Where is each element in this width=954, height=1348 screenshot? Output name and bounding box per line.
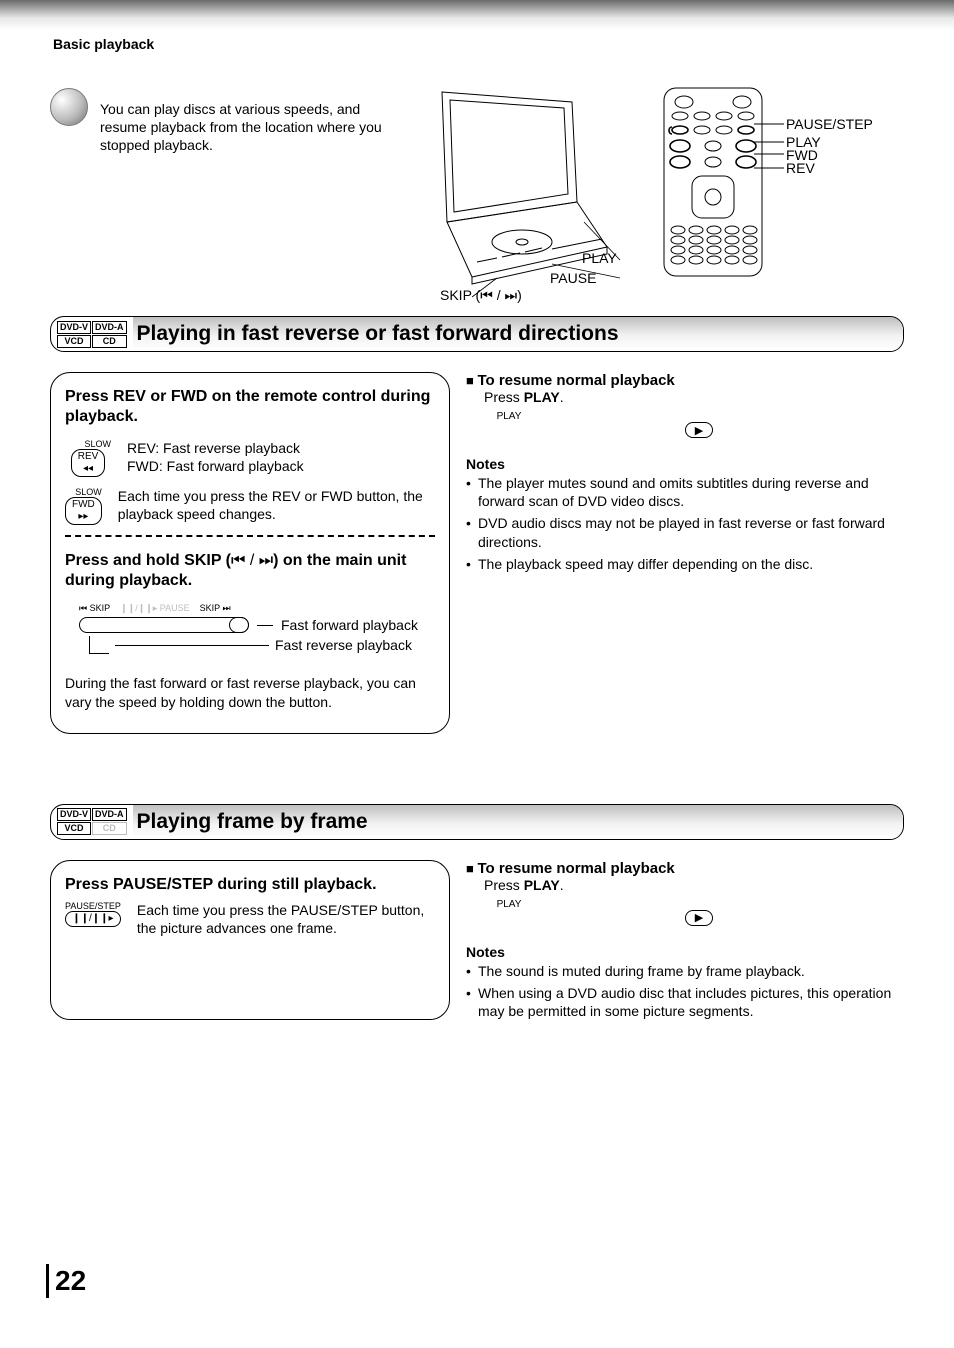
notes-heading: Notes (466, 456, 904, 472)
notes-list: The sound is muted during frame by frame… (466, 962, 904, 1021)
s2-head: Press PAUSE/STEP during still playback. (65, 875, 435, 895)
rev-button-icon: SLOW REV ◂◂ (65, 439, 111, 477)
section2-title: Playing frame by frame (133, 805, 903, 839)
note-item: The sound is muted during frame by frame… (466, 962, 904, 980)
s1-head2: Press and hold SKIP (⏮ / ⏭) on the main … (65, 551, 435, 591)
device-play-label: PLAY (582, 250, 617, 266)
intro-row: You can play discs at various speeds, an… (50, 82, 904, 302)
unit-button-bar (79, 617, 249, 633)
ff-line-label: Fast forward playback (281, 616, 418, 634)
note-item: The playback speed may differ depending … (466, 555, 904, 573)
skip-right-label: SKIP ⏭ (200, 603, 231, 614)
pause-label-dim: ❙❙/❙❙▸ PAUSE (120, 603, 190, 614)
remote-pausestep-label: PAUSE/STEP (786, 116, 873, 132)
unit-button-labels: ⏮ SKIP ❙❙/❙❙▸ PAUSE SKIP ⏭ (79, 603, 435, 614)
play-button-icon: PLAY ▶ (466, 899, 904, 926)
resume-block: ■ To resume normal playback Press PLAY. … (466, 860, 904, 926)
page-header: Basic playback (0, 30, 954, 52)
square-bullet-icon: ■ (466, 861, 477, 876)
dashed-separator (65, 535, 435, 537)
notes-list: The player mutes sound and omits subtitl… (466, 474, 904, 573)
section2-left: Press PAUSE/STEP during still playback. … (50, 860, 450, 1020)
play-button-icon: PLAY ▶ (466, 411, 904, 438)
badge-dvdv: DVD-V (57, 321, 91, 334)
device-skip-label: SKIP (⏮ / ⏭) (440, 287, 522, 304)
fwd-row: SLOW FWD ▸▸ Each time you press the REV … (65, 487, 435, 525)
badge-cd-dim: CD (92, 822, 127, 835)
unit-diagram: ⏮ SKIP ❙❙/❙❙▸ PAUSE SKIP ⏭ Fast forward … (79, 603, 435, 654)
notes-heading: Notes (466, 944, 904, 960)
s1-para1: Each time you press the REV or FWD butto… (118, 487, 435, 523)
format-badges: DVD-V DVD-A VCD CD (51, 806, 133, 837)
rev-fwd-desc: REV: Fast reverse playback FWD: Fast for… (127, 439, 304, 475)
resume-block: ■ To resume normal playback Press PLAY. … (466, 372, 904, 438)
page-number: 22 (46, 1264, 86, 1298)
section1-right: ■ To resume normal playback Press PLAY. … (466, 372, 904, 577)
top-gradient (0, 0, 954, 30)
remote-rev-label: REV (786, 160, 815, 176)
square-bullet-icon: ■ (466, 373, 477, 388)
s1-para2: During the fast forward or fast reverse … (65, 674, 435, 710)
remote-illustration: PAUSE/STEP PLAY FWD REV (654, 82, 894, 282)
intro-text: You can play discs at various speeds, an… (100, 82, 390, 155)
section2-title-bar: DVD-V DVD-A VCD CD Playing frame by fram… (50, 804, 904, 840)
resume-head: To resume normal playback (477, 860, 674, 877)
format-badges: DVD-V DVD-A VCD CD (51, 319, 133, 350)
resume-head: To resume normal playback (477, 372, 674, 389)
s2-para: Each time you press the PAUSE/STEP butto… (137, 901, 435, 937)
skip-left-label: ⏮ SKIP (79, 603, 110, 614)
section1-title: Playing in fast reverse or fast forward … (133, 317, 903, 351)
badge-vcd: VCD (57, 335, 91, 348)
page-content: You can play discs at various speeds, an… (0, 82, 954, 1024)
note-item: DVD audio discs may not be played in fas… (466, 514, 904, 550)
pausestep-row: PAUSE/STEP ❙❙/❙❙▸ Each time you press th… (65, 901, 435, 937)
pausestep-button-icon: PAUSE/STEP ❙❙/❙❙▸ (65, 901, 121, 927)
fr-line-label: Fast reverse playback (275, 636, 412, 654)
section2-body: Press PAUSE/STEP during still playback. … (50, 860, 904, 1025)
section1-title-bar: DVD-V DVD-A VCD CD Playing in fast rever… (50, 316, 904, 352)
badge-cd: CD (92, 335, 127, 348)
sphere-icon (50, 88, 88, 126)
remote-control-icon (654, 82, 894, 282)
note-item: When using a DVD audio disc that include… (466, 984, 904, 1020)
s1-head1: Press REV or FWD on the remote control d… (65, 387, 435, 427)
badge-dvda: DVD-A (92, 808, 127, 821)
device-pause-label: PAUSE (550, 270, 596, 286)
section2-right: ■ To resume normal playback Press PLAY. … (466, 860, 904, 1025)
badge-dvdv: DVD-V (57, 808, 91, 821)
device-illustration: PLAY PAUSE SKIP (⏮ / ⏭) (402, 82, 642, 302)
badge-vcd: VCD (57, 822, 91, 835)
section1-body: Press REV or FWD on the remote control d… (50, 372, 904, 734)
portable-dvd-icon (402, 82, 642, 302)
section1-left: Press REV or FWD on the remote control d… (50, 372, 450, 734)
rev-row: SLOW REV ◂◂ REV: Fast reverse playback F… (65, 439, 435, 477)
fwd-button-icon: SLOW FWD ▸▸ (65, 487, 102, 525)
badge-dvda: DVD-A (92, 321, 127, 334)
note-item: The player mutes sound and omits subtitl… (466, 474, 904, 510)
